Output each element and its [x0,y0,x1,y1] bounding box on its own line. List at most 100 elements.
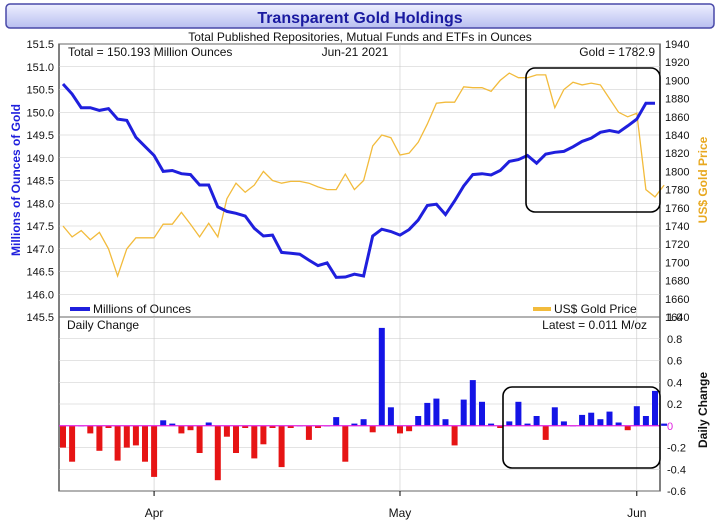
legend-holdings: Millions of Ounces [70,302,191,316]
right-tick-label: 1640 [665,312,689,324]
left-tick-label: 148.5 [26,176,54,188]
right-tick-label: 1700 [665,257,689,269]
daily-change-bar [260,425,267,445]
daily-tick-label: 0.8 [667,334,682,346]
left-tick-label: 147.0 [26,244,54,256]
daily-change-bar [606,411,613,426]
daily-change-bar [278,425,285,468]
daily-change-bar [560,421,567,426]
daily-tick-label: 1.0 [667,312,682,324]
daily-change-bar [397,425,403,434]
daily-tick-label: 0 [667,421,673,433]
daily-change-bar [442,419,449,426]
left-tick-label: 150.0 [26,107,54,119]
right-tick-label: 1740 [665,221,689,233]
daily-change-bar [451,425,458,446]
daily-change-bar [387,407,394,426]
title-bar [5,3,715,29]
daily-change-bar [196,425,203,453]
daily-change-bar [542,425,549,440]
daily-change-bar [242,425,249,428]
daily-change-bar [87,425,94,434]
daily-change-bar [479,401,485,426]
daily-change-bar [178,425,185,434]
daily-change-bar [661,423,668,426]
right-tick-label: 1820 [665,148,689,160]
left-axis-title: Millions of Ounces of Gold [9,104,23,256]
daily-change-bar [205,422,212,426]
left-tick-label: 147.5 [26,221,54,233]
right-tick-label: 1920 [665,57,689,69]
left-tick-label: 146.5 [26,267,54,279]
holdings-left-axis: 151.5 151.0 150.5 150.0 149.5 149.0 148.5 148.0… [26,39,54,324]
daily-change-bar [169,423,176,426]
left-tick-label: 149.0 [26,153,54,165]
daily-change-bar [305,425,312,440]
legend-gold: US$ Gold Price [533,302,637,316]
daily-change-bar [123,425,130,448]
daily-change-bar [360,419,367,426]
daily-change-bar [515,401,522,426]
daily-change-bar [233,425,239,453]
daily-change-bar [351,423,358,426]
daily-change-bar [160,420,167,426]
left-tick-label: 148.0 [26,198,54,210]
daily-change-bar [497,425,504,428]
daily-change-axis-title: Daily Change [696,372,710,448]
daily-change-bar [415,416,422,426]
x-tick-label: Jun [627,506,646,520]
x-axis: Apr May Jun [145,491,646,520]
highlight-box-top [525,67,661,213]
daily-change-bar [251,425,258,459]
right-tick-label: 1900 [665,75,689,87]
daily-change-bar [151,425,158,477]
left-tick-label: 149.5 [26,130,54,142]
daily-change-bar [96,425,103,451]
right-tick-label: 1800 [665,166,689,178]
daily-change-bar [142,425,148,462]
right-tick-label: 1860 [665,112,689,124]
daily-change-bar [624,425,631,431]
daily-change-bar [588,412,595,426]
chart-title: Transparent Gold Holdings [257,10,462,27]
daily-change-bar [315,425,321,428]
left-tick-label: 145.5 [26,312,54,324]
right-tick-label: 1940 [665,39,689,51]
right-tick-label: 1880 [665,94,689,106]
daily-change-bar [533,416,540,426]
daily-change-bar [406,425,413,432]
left-tick-label: 151.0 [26,62,54,74]
gold-price-line [62,72,665,279]
daily-change-bar [69,425,76,462]
highlight-box-bottom [502,386,661,469]
chart-subtitle: Total Published Repositories, Mutual Fun… [188,30,532,44]
daily-change-bar [506,421,513,426]
daily-change-panel: 1.0 0.8 0.6 0.4 0.2 0 -0.2 -0.4 -0.6 Daily Chang… [58,312,710,520]
right-tick-label: 1720 [665,239,689,251]
daily-change-bar [223,425,230,437]
right-tick-label: 1840 [665,130,689,142]
right-tick-label: 1680 [665,276,689,288]
right-tick-label: 1780 [665,185,689,197]
daily-change-bar [378,327,385,426]
right-axis-title: US$ Gold Price [696,136,710,223]
daily-change-bar [214,425,221,481]
daily-change-bar [105,425,112,428]
daily-change-bar [424,402,431,426]
daily-change-bar [342,425,349,462]
daily-tick-label: 0.4 [667,377,682,389]
right-tick-label: 1660 [665,294,689,306]
daily-change-title: Daily Change [67,318,139,332]
daily-tick-label: -0.6 [667,486,686,498]
daily-change-bar [652,390,658,426]
daily-change-bar [633,406,640,426]
daily-change-bar [187,425,194,431]
daily-change-bar [579,414,586,426]
daily-change-bar [615,422,622,426]
holdings-panel: 151.5 151.0 150.5 150.0 149.5 149.0 148.5 148.0… [9,39,710,324]
holdings-right-axis: 1940 1920 1900 1880 1860 1840 1820 1800 1780 1760… [665,39,689,324]
daily-change-bar [642,416,649,426]
daily-change-bar [469,380,476,426]
gold-price-label: Gold = 1782.9 [579,45,655,59]
